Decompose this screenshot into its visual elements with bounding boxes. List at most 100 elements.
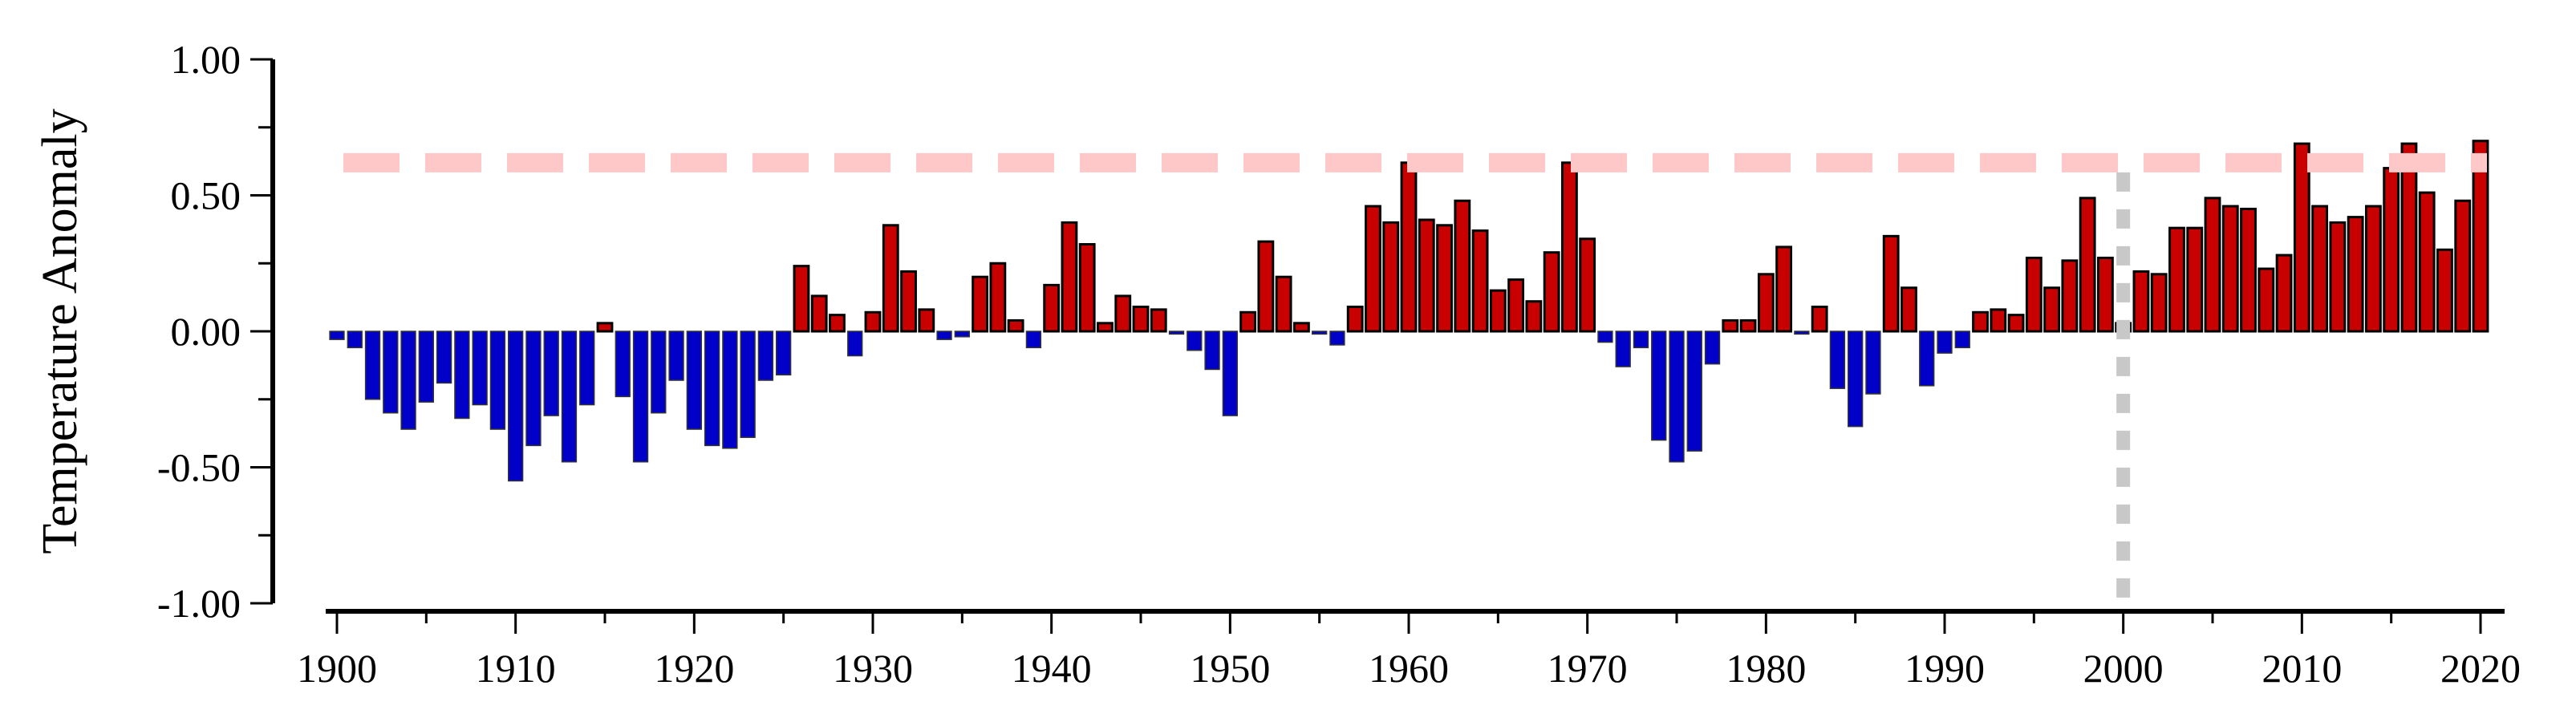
x-tick-label: 1950	[1190, 646, 1270, 691]
y-tick-label: -0.50	[157, 445, 241, 490]
x-tick-label: 1920	[654, 646, 734, 691]
bar-1905	[418, 331, 434, 403]
bar-2008	[2258, 267, 2275, 333]
x-tick-label: 1930	[833, 646, 913, 691]
bar-1929	[847, 331, 863, 357]
x-tick-label: 1940	[1012, 646, 1092, 691]
bar-1938	[1007, 318, 1024, 333]
bar-1946	[1150, 308, 1167, 333]
bar-1955	[1312, 331, 1328, 335]
y-tick-label: 0.50	[171, 173, 241, 218]
x-axis: 1900 1910 1920 1930 1940 1950 1960 1970 1980 1990…	[297, 609, 2521, 691]
bar-1900	[329, 331, 345, 340]
x-tick-label: 1980	[1726, 646, 1806, 691]
bar-1931	[882, 224, 899, 333]
bar-1901	[347, 331, 363, 349]
bar-1902	[364, 331, 381, 400]
bar-1964	[1471, 229, 1489, 333]
bar-1982	[1794, 331, 1810, 335]
bar-1960	[1400, 161, 1418, 333]
bar-1916	[615, 331, 631, 398]
bar-1920	[686, 331, 702, 430]
bar-1953	[1275, 275, 1292, 333]
bar-1994	[2007, 314, 2025, 333]
bar-1991	[1954, 331, 1970, 349]
bar-1996	[2043, 286, 2061, 333]
bar-1989	[1919, 331, 1935, 387]
bar-1933	[918, 308, 935, 333]
bar-2020	[2472, 140, 2489, 333]
bar-1977	[1704, 331, 1721, 365]
bar-1981	[1775, 245, 1793, 333]
bar-1963	[1454, 199, 1471, 333]
x-tick-label: 1960	[1369, 646, 1449, 691]
y-axis-title: Temperature Anomaly	[33, 108, 87, 554]
bar-1967	[1525, 300, 1543, 333]
bar-2003	[2168, 226, 2185, 333]
bar-2011	[2311, 205, 2329, 333]
bar-1965	[1489, 289, 1507, 333]
bars-group	[329, 140, 2489, 482]
bar-1995	[2025, 256, 2043, 333]
bar-1979	[1739, 318, 1757, 333]
bar-2007	[2240, 207, 2257, 333]
x-tick-label: 1990	[1905, 646, 1985, 691]
bar-1990	[1937, 331, 1953, 354]
bar-1950	[1222, 331, 1238, 416]
bar-1958	[1365, 205, 1381, 333]
bar-1985	[1848, 331, 1864, 428]
bar-1947	[1168, 331, 1185, 335]
bar-1987	[1882, 234, 1900, 333]
bar-2004	[2186, 226, 2204, 333]
bar-1930	[864, 310, 882, 333]
bar-2013	[2347, 216, 2364, 333]
bar-1926	[793, 265, 810, 333]
bar-1961	[1418, 218, 1435, 333]
bar-1970	[1579, 237, 1596, 333]
bar-1998	[2079, 197, 2096, 333]
x-tick-label: 1910	[476, 646, 556, 691]
bar-1927	[810, 294, 828, 333]
bar-1911	[525, 331, 542, 447]
bar-1993	[1990, 308, 2007, 333]
bar-1922	[722, 331, 738, 449]
bar-1936	[972, 275, 989, 333]
bar-1923	[740, 331, 756, 438]
x-tick-label: 2010	[2262, 646, 2342, 691]
bar-1928	[829, 314, 846, 333]
x-tick-label: 2020	[2440, 646, 2521, 691]
bar-1954	[1292, 322, 1310, 333]
bar-1952	[1257, 240, 1275, 333]
bar-1983	[1811, 305, 1828, 333]
bar-1904	[400, 331, 416, 430]
bar-1962	[1436, 224, 1453, 333]
bar-1913	[561, 331, 578, 463]
bar-1943	[1097, 322, 1114, 333]
bar-1912	[543, 331, 559, 416]
bar-2018	[2436, 248, 2453, 333]
bar-1980	[1757, 273, 1775, 333]
bar-1999	[2096, 256, 2114, 333]
bar-1957	[1346, 305, 1364, 333]
bar-2002	[2150, 273, 2168, 333]
bar-1918	[651, 331, 667, 414]
bar-1969	[1560, 161, 1578, 333]
bar-1919	[668, 331, 684, 381]
bar-2019	[2454, 199, 2472, 333]
bar-1942	[1078, 243, 1096, 333]
bar-1935	[954, 331, 970, 338]
y-axis: 1.00 0.50 0.00 -0.50 -1.00	[157, 37, 275, 626]
bar-1907	[454, 331, 470, 420]
x-tick-label: 1970	[1548, 646, 1628, 691]
bar-1925	[776, 331, 792, 375]
bar-1914	[579, 331, 595, 406]
bar-2001	[2132, 270, 2150, 333]
bar-2009	[2275, 254, 2293, 333]
bar-2016	[2400, 142, 2418, 333]
bar-1988	[1901, 286, 1917, 333]
x-tick-label: 2000	[2083, 646, 2164, 691]
bar-1974	[1651, 331, 1667, 441]
y-tick-label: 1.00	[171, 37, 241, 82]
bar-1973	[1633, 331, 1649, 349]
